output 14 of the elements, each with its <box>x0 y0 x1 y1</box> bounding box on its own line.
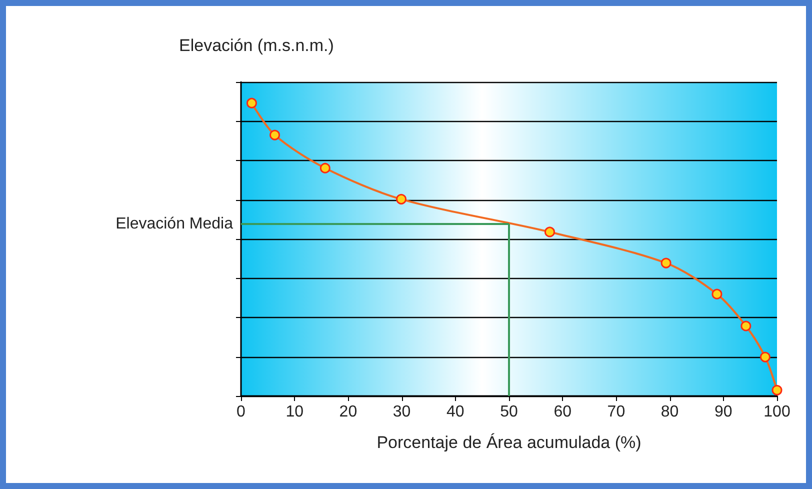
x-tick-label: 50 <box>500 404 518 420</box>
x-tick-label: 100 <box>764 404 790 420</box>
x-tick-label: 10 <box>286 404 304 420</box>
ref-line-label: Elevación Media <box>116 216 234 233</box>
x-tick-label: 40 <box>446 404 464 420</box>
x-tick-label: 90 <box>714 404 732 420</box>
x-tick-label: 60 <box>554 404 572 420</box>
x-tick-label: 80 <box>660 404 679 420</box>
x-tick-label: 70 <box>607 404 626 420</box>
x-axis-title: Porcentaje de Área acumulada (%) <box>376 433 642 452</box>
x-tick-label: 20 <box>339 404 358 420</box>
x-tick-label: 0 <box>236 404 246 420</box>
x-tick-label: 30 <box>392 404 411 420</box>
y-axis-title: Elevación (m.s.n.m.) <box>179 36 334 55</box>
